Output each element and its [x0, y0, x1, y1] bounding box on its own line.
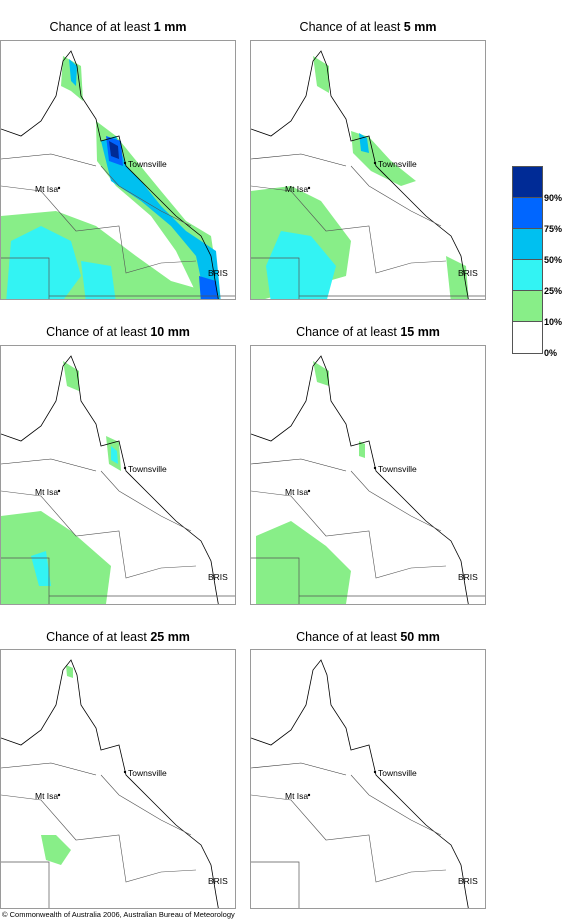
map-1mm-svg: Townsville Mt Isa BRIS	[1, 50, 235, 299]
label-townsville: Townsville	[378, 159, 417, 169]
legend-label-10: 10%	[544, 317, 563, 327]
map-50mm: Townsville Mt Isa BRIS	[250, 649, 486, 909]
legend-swatch-90	[513, 167, 542, 198]
legend-color-scale	[512, 166, 543, 354]
map-5mm: Townsville Mt Isa BRIS	[250, 40, 486, 300]
label-townsville: Townsville	[378, 768, 417, 778]
label-mt-isa: Mt Isa	[35, 791, 58, 801]
legend-label-90: 90%	[544, 193, 563, 203]
legend-swatch-75	[513, 198, 542, 229]
label-mt-isa: Mt Isa	[35, 487, 58, 497]
map-50mm-svg: Townsville Mt Isa BRIS	[251, 659, 478, 908]
panel-title-1mm: Chance of at least 1 mm	[49, 20, 187, 34]
legend-swatch-10	[513, 291, 542, 322]
map-5mm-svg: Townsville Mt Isa BRIS	[251, 50, 485, 299]
legend-label-25: 25%	[544, 286, 563, 296]
legend-swatch-0	[513, 322, 542, 353]
legend-label-75: 75%	[544, 224, 563, 234]
map-10mm-svg: Townsville Mt Isa BRIS	[1, 355, 235, 604]
label-townsville: Townsville	[128, 464, 167, 474]
label-mt-isa: Mt Isa	[285, 791, 308, 801]
label-brisbane: BRIS	[458, 268, 478, 278]
label-mt-isa: Mt Isa	[35, 184, 58, 194]
panel-title-5mm: Chance of at least 5 mm	[299, 20, 437, 34]
legend-label-0: 0%	[544, 348, 558, 358]
map-10mm: Townsville Mt Isa BRIS	[0, 345, 236, 605]
map-1mm: Townsville Mt Isa BRIS	[0, 40, 236, 300]
map-15mm-svg: Townsville Mt Isa BRIS	[251, 355, 485, 604]
label-brisbane: BRIS	[458, 876, 478, 886]
label-townsville: Townsville	[128, 159, 167, 169]
copyright-notice: © Commonwealth of Australia 2006, Austra…	[2, 910, 235, 919]
map-15mm: Townsville Mt Isa BRIS	[250, 345, 486, 605]
map-25mm-svg: Townsville Mt Isa BRIS	[1, 659, 228, 908]
label-townsville: Townsville	[128, 768, 167, 778]
panel-title-25mm: Chance of at least 25 mm	[46, 630, 190, 644]
panel-title-15mm: Chance of at least 15 mm	[296, 325, 440, 339]
panel-title-50mm: Chance of at least 50 mm	[296, 630, 440, 644]
label-townsville: Townsville	[378, 464, 417, 474]
panel-title-10mm: Chance of at least 10 mm	[46, 325, 190, 339]
legend-swatch-25	[513, 260, 542, 291]
label-mt-isa: Mt Isa	[285, 487, 308, 497]
map-25mm: Townsville Mt Isa BRIS	[0, 649, 236, 909]
label-brisbane: BRIS	[208, 572, 228, 582]
label-brisbane: BRIS	[208, 268, 228, 278]
legend-swatch-50	[513, 229, 542, 260]
legend-label-50: 50%	[544, 255, 563, 265]
label-brisbane: BRIS	[208, 876, 228, 886]
label-mt-isa: Mt Isa	[285, 184, 308, 194]
label-brisbane: BRIS	[458, 572, 478, 582]
